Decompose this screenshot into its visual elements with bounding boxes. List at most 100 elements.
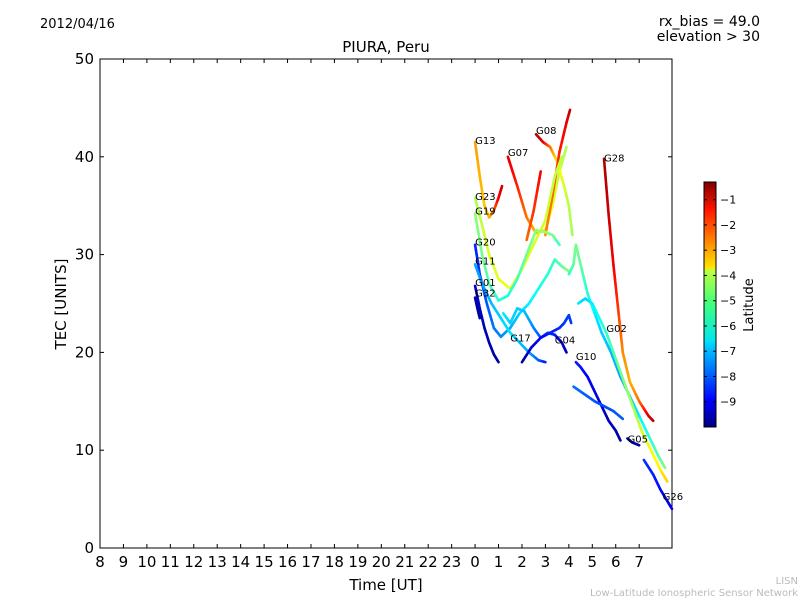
x-tick-label: 20 — [372, 553, 391, 571]
series-segment — [669, 506, 674, 511]
series-g32 — [473, 296, 482, 320]
x-tick-label: 1 — [494, 553, 504, 571]
series-segment — [557, 241, 561, 247]
series-segment — [607, 214, 611, 225]
x-tick-label: 19 — [348, 553, 367, 571]
prn-label-g04: G04 — [555, 336, 575, 347]
y-tick-label: 30 — [75, 246, 94, 264]
x-tick-label: 4 — [564, 553, 574, 571]
series-g26 — [642, 458, 674, 511]
prn-label-g13: G13 — [475, 136, 495, 147]
series-segment — [604, 176, 608, 189]
prn-label-g23: G23 — [475, 192, 495, 203]
colorbar-gradient — [703, 181, 717, 428]
colorbar-tick-label: −5 — [720, 295, 736, 308]
series-g08-rise — [544, 108, 572, 237]
colorbar-tick-label: −3 — [720, 244, 736, 257]
x-tick-label: 13 — [208, 553, 227, 571]
series-segment — [618, 437, 622, 442]
x-tick-label: 17 — [301, 553, 320, 571]
series-g13 — [473, 140, 504, 219]
series-segment — [608, 230, 613, 242]
series-g10-lower — [572, 385, 625, 421]
plot-area — [99, 58, 673, 549]
prn-label-g01: G01 — [475, 278, 495, 289]
series-segment — [496, 359, 500, 364]
colorbar-tick-label: −8 — [720, 370, 736, 383]
series-segment — [564, 145, 568, 153]
series-segment — [566, 269, 571, 273]
series-segment — [500, 184, 504, 190]
x-tick-label: 12 — [184, 553, 203, 571]
series-g19 — [473, 212, 561, 302]
x-tick-label: 15 — [255, 553, 274, 571]
date-label: 2012/04/16 — [40, 17, 115, 32]
colorbar-label: Latitude — [742, 278, 757, 332]
x-tick-label: 5 — [588, 553, 598, 571]
x-tick-label: 8 — [95, 553, 105, 571]
series-segment — [662, 464, 667, 470]
x-tick-label: 18 — [325, 553, 344, 571]
prn-label-g08: G08 — [536, 126, 556, 137]
series-segment — [605, 185, 609, 198]
colorbar-tick-label: −7 — [720, 345, 736, 358]
prn-label-g17: G17 — [510, 334, 530, 345]
series-segment — [570, 228, 574, 237]
rx-bias-label: rx_bias = 49.0 — [658, 14, 760, 30]
prn-label-g26: G26 — [663, 492, 683, 503]
series-g02 — [576, 297, 669, 483]
series-g11 — [473, 263, 547, 364]
x-tick-label: 23 — [442, 553, 461, 571]
colorbar-tick-label: −2 — [720, 219, 736, 232]
x-tick-label: 2 — [517, 553, 527, 571]
series-g07-rise — [525, 170, 543, 242]
series-segment — [605, 195, 610, 208]
series-segment — [568, 108, 572, 114]
elevation-label: elevation > 30 — [656, 29, 760, 45]
prn-label-g20: G20 — [475, 238, 495, 249]
series-g23 — [473, 155, 564, 291]
x-tick-label: 7 — [634, 553, 644, 571]
prn-label-g10: G10 — [576, 352, 596, 363]
prn-label-g02: G02 — [606, 324, 626, 335]
x-tick-label: 16 — [278, 553, 297, 571]
series-g17 — [501, 307, 568, 354]
x-tick-label: 0 — [470, 553, 480, 571]
series-segment — [619, 416, 625, 421]
y-tick-label: 50 — [75, 50, 94, 68]
credit-long: Low-Latitude Ionospheric Sensor Network — [590, 588, 798, 599]
series-g01 — [473, 284, 500, 364]
prn-label-g11: G11 — [475, 256, 495, 267]
x-tick-label: 10 — [137, 553, 156, 571]
y-tick-label: 10 — [75, 441, 94, 459]
x-tick-label: 21 — [395, 553, 414, 571]
y-tick-label: 40 — [75, 148, 94, 166]
series-segment — [538, 170, 543, 180]
colorbar-tick-label: −4 — [720, 269, 736, 282]
credit-short: LISN — [775, 576, 798, 587]
prn-label-g19: G19 — [475, 206, 495, 217]
colorbar-tick-label: −6 — [720, 320, 736, 333]
series-segment — [559, 155, 564, 162]
x-tick-label: 22 — [419, 553, 438, 571]
x-tick-label: 3 — [541, 553, 551, 571]
series-segment — [602, 157, 607, 170]
series-g05 — [626, 437, 641, 447]
series-segment — [610, 246, 614, 258]
prn-label-g32: G32 — [475, 289, 495, 300]
series-g28 — [602, 157, 655, 423]
prn-label-g28: G28 — [604, 154, 624, 165]
series-segment — [609, 238, 614, 250]
series-segment — [606, 204, 611, 217]
x-tick-label: 11 — [161, 553, 180, 571]
series-g04 — [520, 313, 573, 364]
series-segment — [603, 166, 607, 179]
colorbar-tick-label: −9 — [720, 396, 736, 409]
series-segment — [664, 478, 669, 483]
series-g10 — [574, 360, 622, 442]
series-g20 — [473, 243, 571, 339]
x-tick-label: 9 — [119, 553, 129, 571]
series-segment — [564, 349, 568, 354]
y-tick-label: 20 — [75, 343, 94, 361]
colorbar-tick-label: −1 — [720, 194, 736, 207]
